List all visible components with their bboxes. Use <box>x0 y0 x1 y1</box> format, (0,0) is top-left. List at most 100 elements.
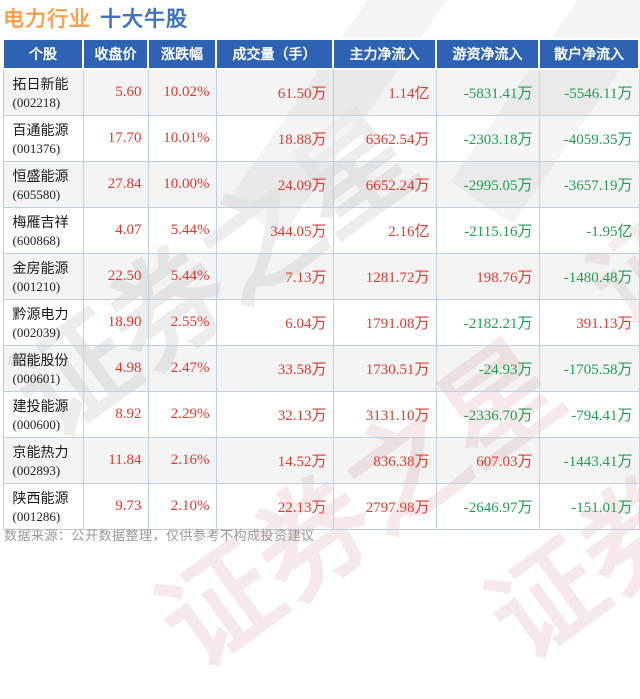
stock-cell: 百通能源 (001376) <box>2 115 84 162</box>
column-header: 收盘价 <box>82 38 149 70</box>
hot-value: -2336.70万 <box>435 391 540 438</box>
stock-cell: 恒盛能源 (605580) <box>2 161 84 208</box>
volume-value: 14.52万 <box>215 437 334 484</box>
close-value: 4.98 <box>82 345 149 392</box>
stock-cell: 韶能股份 (000601) <box>2 345 84 392</box>
main-value: 6362.54万 <box>332 115 437 162</box>
retail-value: -3657.19万 <box>538 161 640 208</box>
column-header: 主力净流入 <box>332 38 437 70</box>
stock-name: 黔源电力 <box>12 305 69 322</box>
stock-cell: 京能热力 (002893) <box>2 437 84 484</box>
close-value: 4.07 <box>82 207 149 254</box>
volume-value: 22.13万 <box>215 483 334 530</box>
table-row: 恒盛能源 (605580) 27.84 10.00% 24.09万 6652.24万 -29… <box>2 161 640 208</box>
main-value: 3131.10万 <box>332 391 437 438</box>
table-row: 韶能股份 (000601) 4.98 2.47% 33.58万 1730.51万 -24.9… <box>2 345 640 392</box>
stock-cell: 拓日新能 (002218) <box>2 68 84 116</box>
hot-value: -2182.21万 <box>435 299 540 346</box>
change-value: 5.44% <box>147 207 217 254</box>
close-value: 18.90 <box>82 299 149 346</box>
table-row: 百通能源 (001376) 17.70 10.01% 18.88万 6362.54万 -23… <box>2 115 640 162</box>
change-value: 2.29% <box>147 391 217 438</box>
retail-value: -794.41万 <box>538 391 640 438</box>
table-row: 京能热力 (002893) 11.84 2.16% 14.52万 836.38万 607.0… <box>2 437 640 484</box>
main-value: 836.38万 <box>332 437 437 484</box>
stock-name: 韶能股份 <box>12 351 69 368</box>
column-header: 涨跌幅 <box>147 38 217 70</box>
close-value: 9.73 <box>82 483 149 530</box>
close-value: 27.84 <box>82 161 149 208</box>
stock-name: 拓日新能 <box>12 75 69 92</box>
hot-value: 607.03万 <box>435 437 540 484</box>
column-header: 游资净流入 <box>435 38 540 70</box>
change-value: 2.47% <box>147 345 217 392</box>
stock-name: 梅雁吉祥 <box>12 213 69 230</box>
hot-value: -2995.05万 <box>435 161 540 208</box>
volume-value: 32.13万 <box>215 391 334 438</box>
column-header: 个股 <box>2 38 84 70</box>
hot-value: -2115.16万 <box>435 207 540 254</box>
stocks-table: 个股 收盘价 涨跌幅 成交量（手） 主力净流入 游资净流入 散户净流入 拓日新能 (00221… <box>2 38 640 530</box>
retail-value: -5546.11万 <box>538 68 640 116</box>
volume-value: 24.09万 <box>215 161 334 208</box>
change-value: 10.02% <box>147 68 217 116</box>
change-value: 2.10% <box>147 483 217 530</box>
stock-name: 陕西能源 <box>12 489 69 506</box>
retail-value: -4059.35万 <box>538 115 640 162</box>
stock-code: (002039) <box>12 324 61 340</box>
source-note: 数据来源：公开数据整理，仅供参考不构成投资建议 <box>4 528 315 543</box>
stock-code: (002893) <box>12 462 61 478</box>
close-value: 22.50 <box>82 253 149 300</box>
hot-value: -2303.18万 <box>435 115 540 162</box>
header-row: 个股 收盘价 涨跌幅 成交量（手） 主力净流入 游资净流入 散户净流入 <box>2 38 640 70</box>
stock-name: 金房能源 <box>12 259 69 276</box>
close-value: 8.92 <box>82 391 149 438</box>
hot-value: 198.76万 <box>435 253 540 300</box>
stock-name: 建投能源 <box>12 397 69 414</box>
table-row: 梅雁吉祥 (600868) 4.07 5.44% 344.05万 2.16亿 -2115.1… <box>2 207 640 254</box>
page-title: 电力行业 十大牛股 <box>3 3 188 33</box>
stock-code: (001376) <box>12 140 61 156</box>
main-value: 2.16亿 <box>332 207 437 254</box>
close-value: 17.70 <box>82 115 149 162</box>
volume-value: 7.13万 <box>215 253 334 300</box>
stock-code: (000600) <box>12 416 61 432</box>
column-header: 散户净流入 <box>538 38 640 70</box>
volume-value: 18.88万 <box>215 115 334 162</box>
table-row: 拓日新能 (002218) 5.60 10.02% 61.50万 1.14亿 -5831.4… <box>2 68 640 116</box>
main-value: 1281.72万 <box>332 253 437 300</box>
stock-cell: 黔源电力 (002039) <box>2 299 84 346</box>
column-header: 成交量（手） <box>215 38 334 70</box>
volume-value: 33.58万 <box>215 345 334 392</box>
table-row: 金房能源 (001210) 22.50 5.44% 7.13万 1281.72万 198.7… <box>2 253 640 300</box>
stock-code: (000601) <box>12 370 61 386</box>
stock-name: 京能热力 <box>12 443 69 460</box>
table-row: 陕西能源 (001286) 9.73 2.10% 22.13万 2797.98万 -2646… <box>2 483 640 530</box>
stock-code: (001286) <box>12 508 61 524</box>
close-value: 5.60 <box>82 68 149 116</box>
table-row: 建投能源 (000600) 8.92 2.29% 32.13万 3131.10万 -2336… <box>2 391 640 438</box>
stock-cell: 金房能源 (001210) <box>2 253 84 300</box>
stock-code: (605580) <box>12 186 61 202</box>
stock-code: (001210) <box>12 278 61 294</box>
change-value: 10.00% <box>147 161 217 208</box>
stock-cell: 建投能源 (000600) <box>2 391 84 438</box>
volume-value: 6.04万 <box>215 299 334 346</box>
stock-name: 恒盛能源 <box>12 167 69 184</box>
retail-value: 391.13万 <box>538 299 640 346</box>
hot-value: -24.93万 <box>435 345 540 392</box>
stock-code: (600868) <box>12 232 61 248</box>
table-body: 拓日新能 (002218) 5.60 10.02% 61.50万 1.14亿 -5831.4… <box>2 68 640 530</box>
retail-value: -1.95亿 <box>538 207 640 254</box>
stock-cell: 陕西能源 (001286) <box>2 483 84 530</box>
change-value: 2.16% <box>147 437 217 484</box>
volume-value: 61.50万 <box>215 68 334 116</box>
volume-value: 344.05万 <box>215 207 334 254</box>
stock-name: 百通能源 <box>12 121 69 138</box>
title-industry: 电力行业 <box>3 8 91 31</box>
table-row: 黔源电力 (002039) 18.90 2.55% 6.04万 1791.08万 -2182… <box>2 299 640 346</box>
close-value: 11.84 <box>82 437 149 484</box>
retail-value: -1443.41万 <box>538 437 640 484</box>
change-value: 5.44% <box>147 253 217 300</box>
main-value: 6652.24万 <box>332 161 437 208</box>
